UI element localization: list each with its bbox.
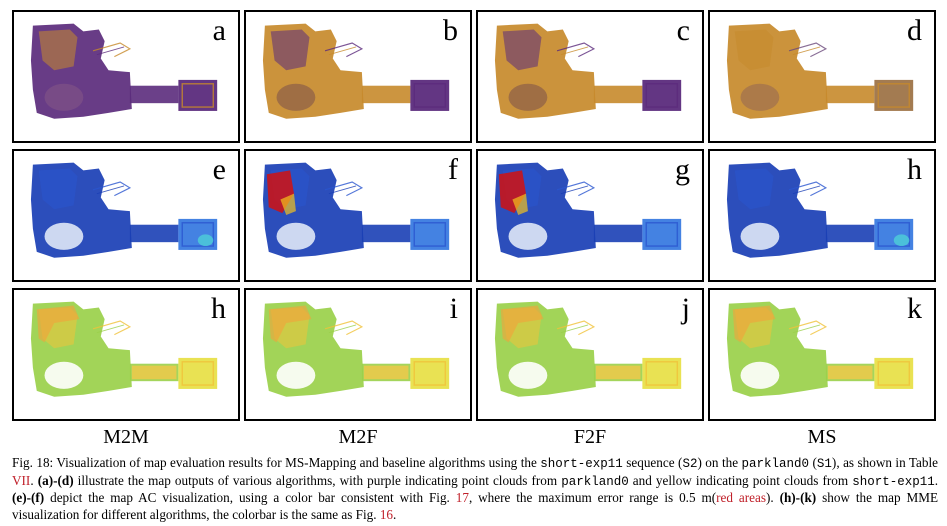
caption-text: . <box>393 506 397 522</box>
panel-letter: c <box>676 14 690 47</box>
panel-letter: b <box>443 14 458 47</box>
panel-k: k <box>708 288 936 421</box>
map-silhouette <box>726 23 914 119</box>
panel-d: d <box>708 10 936 143</box>
map-image-e <box>30 162 218 258</box>
column-label-f2f: F2F <box>573 426 607 448</box>
panel-letter: k <box>907 292 922 325</box>
figure-caption: Fig. 18: Visualization of map evaluation… <box>12 455 938 523</box>
panel-letter: h <box>907 153 922 186</box>
panel-b: b <box>244 10 472 143</box>
caption-bold: (h)-(k) <box>779 490 817 505</box>
caption-code: parkland0 <box>741 457 810 471</box>
caption-code: short-exp11 <box>852 474 935 489</box>
caption-code: parkland0 <box>561 474 629 489</box>
map-silhouette <box>262 162 450 258</box>
panel-h-mme: h <box>12 288 240 421</box>
figure-ref-link[interactable]: 17 <box>455 490 469 505</box>
panel-letter: d <box>907 14 922 47</box>
map-image-f <box>262 162 450 258</box>
caption-text: . <box>30 472 38 488</box>
panel-letter: h <box>211 292 226 325</box>
caption-text: . <box>934 472 938 488</box>
caption-text: ) on the <box>697 455 742 470</box>
map-image-h <box>726 162 914 258</box>
column-label-ms: MS <box>807 426 837 448</box>
panel-e: e <box>12 149 240 282</box>
column-label-m2f: M2F <box>338 426 378 448</box>
panel-letter: f <box>448 153 458 186</box>
panel-i: i <box>244 288 472 421</box>
caption-text: show the map MME visualization for diffe… <box>12 490 938 522</box>
caption-bold: (e)-(f) <box>12 490 45 505</box>
panel-j: j <box>476 288 704 421</box>
figure-ref-link[interactable]: 16 <box>379 506 394 522</box>
panel-c: c <box>476 10 704 143</box>
panel-f: f <box>244 149 472 282</box>
map-silhouette <box>30 301 218 397</box>
panel-letter: i <box>449 292 458 325</box>
caption-text: ). <box>765 490 780 505</box>
panel-letter: e <box>212 153 226 186</box>
map-image-b <box>262 23 450 119</box>
caption-code: S1 <box>816 457 832 471</box>
panel-h: h <box>708 149 936 282</box>
map-image-k <box>726 301 914 397</box>
caption-bold: (a)-(d) <box>37 472 74 488</box>
map-image-g <box>494 162 682 258</box>
map-image-a <box>30 23 218 119</box>
map-image-i <box>262 301 450 397</box>
panel-letter: j <box>681 292 690 325</box>
map-image-h-mme <box>30 301 218 397</box>
map-silhouette <box>726 162 914 258</box>
map-image-j <box>494 301 682 397</box>
caption-text: ), as shown in Table <box>831 455 938 470</box>
figure-grid: a b c d e f g h h i j k <box>12 10 942 430</box>
map-image-c <box>494 23 682 119</box>
map-silhouette <box>30 23 218 119</box>
table-ref-link[interactable]: VII <box>12 472 31 488</box>
map-silhouette <box>726 301 914 397</box>
caption-code: S2 <box>682 457 698 471</box>
map-silhouette <box>494 301 682 397</box>
panel-letter: a <box>212 14 226 47</box>
caption-text: Fig. 18: Visualization of map evaluation… <box>12 455 541 470</box>
map-image-d <box>726 23 914 119</box>
caption-code: short-exp11 <box>540 457 623 471</box>
red-areas-text: red areas <box>716 490 766 505</box>
map-silhouette <box>494 162 682 258</box>
caption-text: ( <box>809 455 817 470</box>
map-silhouette <box>494 23 682 119</box>
caption-text: illustrate the map outputs of various al… <box>73 472 562 488</box>
caption-text: sequence ( <box>622 455 683 470</box>
panel-g: g <box>476 149 704 282</box>
map-silhouette <box>262 23 450 119</box>
panel-a: a <box>12 10 240 143</box>
panel-letter: g <box>675 153 690 186</box>
map-silhouette <box>262 301 450 397</box>
map-silhouette <box>30 162 218 258</box>
caption-text: depict the map AC visualization, using a… <box>44 490 456 505</box>
caption-text: and yellow indicating point clouds from <box>628 472 853 488</box>
column-label-m2m: M2M <box>103 426 149 448</box>
caption-text: , where the maximum error range is 0.5 m… <box>468 490 717 505</box>
